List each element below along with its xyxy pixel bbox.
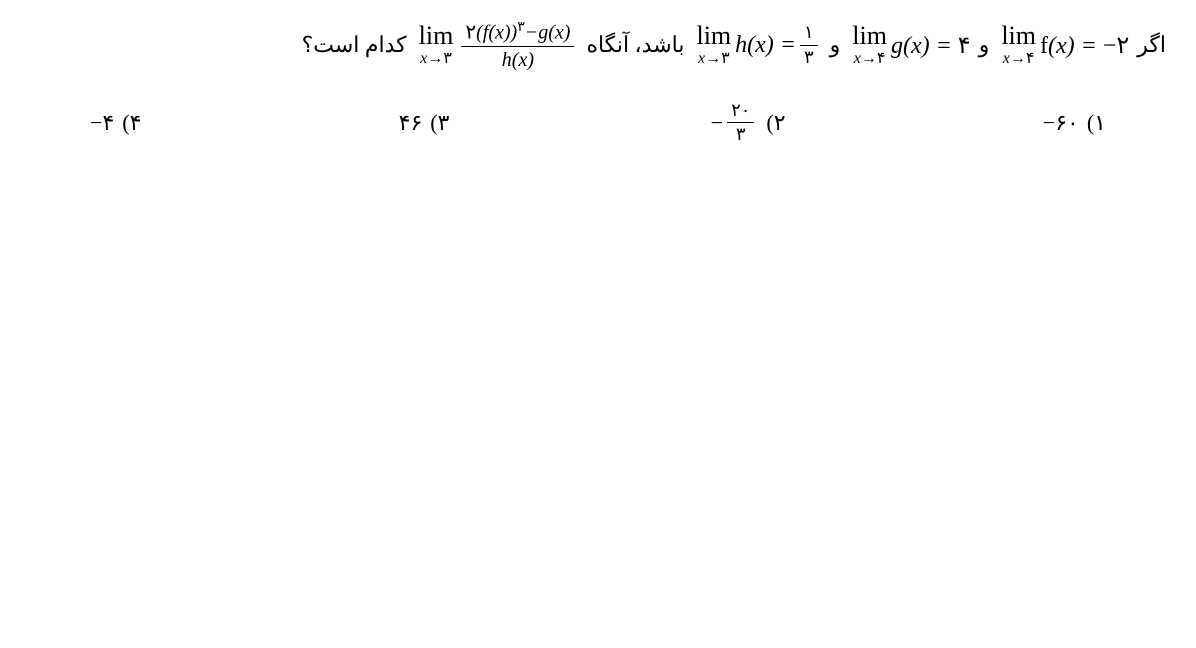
lim-fx: lim — [1001, 23, 1036, 49]
hx-expr: h(x) = — [735, 32, 796, 59]
lim-gx: lim — [852, 23, 887, 49]
middle-text: باشد، آنگاه — [586, 32, 684, 58]
opt2-value: − ۲۰ ۳ — [707, 101, 759, 146]
main-num: ۲(f(x))۳−g(x) — [461, 20, 574, 46]
opt2-frac: ۲۰ ۳ — [727, 101, 754, 146]
opt1-value: −۶۰ — [1043, 110, 1079, 136]
main-den: h(x) — [461, 46, 574, 71]
main-frac: ۲(f(x))۳−g(x) h(x) — [461, 20, 574, 71]
lim-main: lim — [419, 23, 454, 49]
opt1-label: ۱) — [1087, 110, 1106, 136]
and1: و — [979, 32, 990, 58]
options-row: ۱) −۶۰ ۲) − ۲۰ ۳ ۳) ۴۶ ۴) −۴ — [30, 101, 1166, 146]
main-limit: lim x→۳ ۲(f(x))۳−g(x) h(x) — [415, 20, 579, 71]
lim-main-sub: x→۳ — [420, 51, 452, 67]
hx-frac: ۱ ۳ — [800, 23, 818, 68]
fx-expr: f(x) = −۲ — [1040, 31, 1129, 60]
opt2-num: ۲۰ — [727, 101, 754, 123]
hx-den: ۳ — [800, 45, 818, 68]
end-text: کدام است؟ — [302, 32, 407, 58]
and2: و — [830, 32, 841, 58]
hx-num: ۱ — [800, 23, 818, 45]
opt3-value: ۴۶ — [399, 110, 423, 136]
lim-block-main: lim x→۳ — [419, 23, 454, 67]
option-4: ۴) −۴ — [90, 101, 141, 146]
fx-limit: lim x→۴ f(x) = −۲ — [997, 23, 1129, 67]
option-2: ۲) − ۲۰ ۳ — [707, 101, 786, 146]
lim-hx: lim — [696, 23, 731, 49]
opt4-value: −۴ — [90, 110, 114, 136]
option-3: ۳) ۴۶ — [399, 101, 450, 146]
opt3-label: ۳) — [430, 110, 449, 136]
opt2-den: ۳ — [727, 122, 754, 145]
lim-block-hx: lim x→۳ — [696, 23, 731, 67]
lim-block-gx: lim x→۴ — [852, 23, 887, 67]
opt2-label: ۲) — [766, 110, 785, 136]
opt4-label: ۴) — [122, 110, 141, 136]
hx-limit: lim x→۳ h(x) = ۱ ۳ — [692, 23, 821, 68]
option-1: ۱) −۶۰ — [1043, 101, 1106, 146]
lim-gx-sub: x→۴ — [854, 51, 886, 67]
lim-block-fx: lim x→۴ — [1001, 23, 1036, 67]
lim-fx-sub: x→۴ — [1003, 51, 1035, 67]
question-line: اگر lim x→۴ f(x) = −۲ و lim x→۴ g(x) = ۴… — [30, 20, 1166, 71]
gx-limit: lim x→۴ g(x) = ۴ — [848, 23, 970, 67]
lim-hx-sub: x→۳ — [698, 51, 730, 67]
intro-text: اگر — [1137, 32, 1166, 58]
gx-expr: g(x) = ۴ — [891, 31, 971, 60]
